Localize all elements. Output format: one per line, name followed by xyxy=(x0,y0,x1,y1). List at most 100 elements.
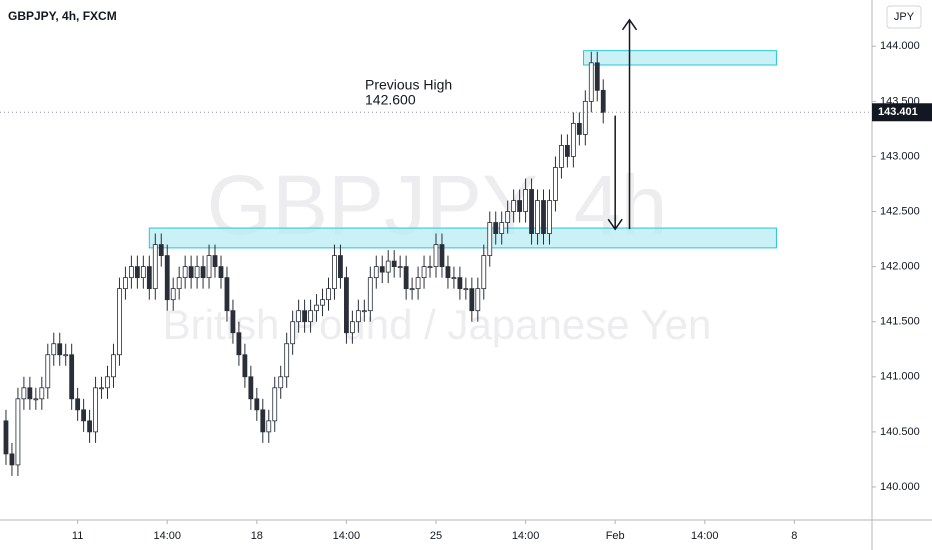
candle-body xyxy=(439,244,445,268)
candle-body xyxy=(200,266,206,279)
candle-body xyxy=(93,387,98,433)
candle-body xyxy=(170,288,176,301)
y-tick-label: 142.000 xyxy=(880,261,920,273)
arrow xyxy=(621,18,638,230)
y-tick-label: 140.500 xyxy=(880,426,920,438)
candle-body xyxy=(463,288,469,291)
candle-body xyxy=(332,255,337,290)
candle-body xyxy=(105,376,110,389)
candle-body xyxy=(427,266,433,269)
candle-body xyxy=(194,266,200,279)
y-tick-label: 141.500 xyxy=(880,316,920,328)
x-tick-label: 14:00 xyxy=(153,530,181,542)
candle-body xyxy=(373,266,379,279)
candle-body xyxy=(266,420,272,433)
candle-body xyxy=(15,398,21,466)
candle-body xyxy=(600,89,606,113)
zone xyxy=(148,227,777,249)
candle-body xyxy=(3,420,9,455)
candle-body xyxy=(236,332,242,356)
candle-body xyxy=(397,266,403,269)
candle-body xyxy=(541,200,546,234)
candle-body xyxy=(308,310,313,323)
candle-body xyxy=(218,266,224,279)
last-price-box xyxy=(872,103,932,122)
candle-body xyxy=(51,343,57,356)
candle-body xyxy=(117,288,122,356)
candle-body xyxy=(260,409,266,433)
candle-body xyxy=(517,200,523,212)
candle-body xyxy=(379,266,385,273)
candle-body xyxy=(367,277,373,312)
y-tick-label: 144.000 xyxy=(880,40,920,52)
candle-body xyxy=(158,244,164,256)
candle-body xyxy=(588,62,594,102)
candle-body xyxy=(302,310,308,323)
candle-body xyxy=(403,266,409,290)
candle-body xyxy=(152,244,158,290)
candle-body xyxy=(511,200,517,212)
candle-body xyxy=(176,277,182,290)
candle-body xyxy=(487,222,493,256)
candle-body xyxy=(21,387,27,400)
candle-body xyxy=(547,200,552,234)
candle-body xyxy=(254,398,260,411)
candle-body xyxy=(391,260,397,268)
candle-body xyxy=(296,310,302,323)
candle-body xyxy=(123,277,128,290)
candle-body xyxy=(278,376,284,389)
annotation-line: 142.600 xyxy=(365,92,416,108)
candle-body xyxy=(505,211,511,223)
candle-body xyxy=(242,354,248,378)
candle-body xyxy=(349,321,355,334)
candle-body xyxy=(493,222,499,234)
x-tick-label: Feb xyxy=(606,530,625,542)
candle-body xyxy=(134,266,140,279)
candle-body xyxy=(99,387,104,390)
chart-title: GBPJPY, 4h, FXCM xyxy=(8,9,117,23)
candle-body xyxy=(272,387,278,422)
candle-body xyxy=(284,343,290,378)
candle-body xyxy=(385,260,391,273)
candle-body xyxy=(355,310,361,323)
annotation-line: Previous High xyxy=(365,77,452,93)
candle-body xyxy=(421,266,427,279)
candle-body xyxy=(9,453,15,466)
candle-body xyxy=(27,387,33,400)
y-tick-label: 142.500 xyxy=(880,205,920,217)
candle-body xyxy=(206,255,212,279)
watermark-description: British Pound / Japanese Yen xyxy=(163,301,712,348)
x-tick-label: 14:00 xyxy=(333,530,361,542)
candle-body xyxy=(582,100,588,135)
y-tick-label: 141.000 xyxy=(880,371,920,383)
candle-body xyxy=(433,244,439,268)
candle-body xyxy=(81,409,87,422)
candle-body xyxy=(451,277,457,280)
candle-body xyxy=(182,266,188,279)
currency-button[interactable] xyxy=(886,5,922,29)
arrow xyxy=(607,115,623,231)
candle-body xyxy=(290,321,296,345)
candle-body xyxy=(361,310,367,313)
candle-body xyxy=(594,62,600,91)
candle-body xyxy=(87,420,92,433)
candle-body xyxy=(457,277,463,290)
candle-body xyxy=(445,266,451,279)
zone xyxy=(583,50,777,66)
candle-body xyxy=(140,266,146,279)
candle-body xyxy=(230,310,236,334)
candle-body xyxy=(146,266,152,290)
candle-body xyxy=(499,222,505,234)
currency-button-label[interactable]: JPY xyxy=(894,11,915,23)
candle-body xyxy=(314,304,319,312)
x-tick-label: 14:00 xyxy=(512,530,540,542)
candle-body xyxy=(409,288,415,291)
candle-body xyxy=(576,122,582,135)
candle-body xyxy=(475,288,481,312)
candle-body xyxy=(63,354,69,357)
candle-body xyxy=(111,354,116,378)
candle-body xyxy=(39,387,45,400)
candle-body xyxy=(559,145,564,168)
